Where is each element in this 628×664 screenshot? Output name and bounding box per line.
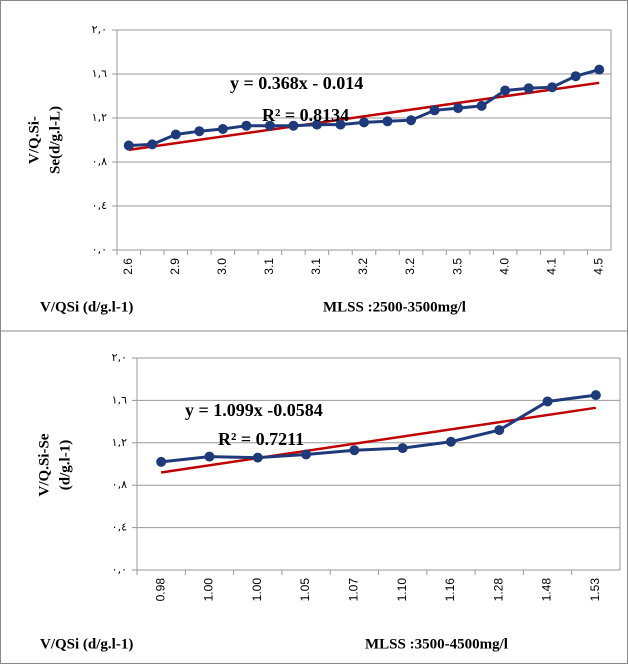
x-tick-label: 1.10: [395, 578, 409, 602]
data-point: [453, 103, 464, 114]
x-tick-label: 1.53: [588, 578, 602, 602]
y-tick-label: ١,٦: [112, 393, 127, 406]
data-point: [523, 83, 534, 94]
equation: y = 0.368x - 0.014: [230, 73, 363, 93]
data-point: [170, 129, 181, 140]
y-tick-label: ٢,٠: [112, 351, 127, 364]
r-squared: R² = 0.8134: [262, 105, 349, 125]
data-point: [359, 117, 369, 128]
data-point: [156, 456, 167, 467]
x-tick-label: 4.0: [497, 258, 511, 275]
y-tick-label: ٠,٨: [92, 155, 107, 168]
data-point: [542, 396, 553, 407]
data-point: [570, 71, 581, 82]
data-point: [397, 443, 408, 454]
data-point: [500, 85, 511, 96]
x-axis-label: V/QSi (d/g.l-1): [40, 299, 133, 315]
x-tick-label: 2.9: [168, 258, 182, 275]
x-tick-label: 4.5: [591, 258, 605, 275]
y-tick-label: ٠,٨: [112, 478, 127, 491]
data-point: [590, 390, 601, 401]
y-axis-label: Se(d/g.l-L): [47, 106, 63, 174]
x-tick-label: 4.1: [544, 258, 558, 275]
data-point: [264, 120, 275, 131]
x-tick-label: 3.1: [262, 258, 276, 275]
data-point: [445, 436, 456, 447]
y-tick-label: ١,٢: [112, 436, 127, 449]
x-tick-label: 1.48: [540, 578, 554, 602]
data-point: [311, 119, 322, 130]
trendline: [128, 81, 600, 152]
x-tick-label: 2.6: [121, 258, 135, 275]
data-point: [147, 139, 158, 150]
y-tick-label: ٠,٠: [112, 563, 127, 576]
y-tick-label: ٠,٤: [112, 521, 127, 534]
data-point: [349, 445, 360, 456]
x-tick-label: 3.0: [215, 258, 229, 275]
data-point: [252, 452, 263, 463]
y-tick-label: ٠,٤: [92, 199, 107, 212]
x-tick-label: 3.5: [450, 258, 464, 275]
y-tick-label: ٠,٠: [92, 243, 107, 256]
data-point: [288, 120, 299, 131]
x-tick-label: 1.00: [250, 578, 264, 602]
data-point: [429, 105, 440, 116]
y-axis-label: V/Q.Si-: [26, 116, 42, 164]
y-tick-label: ١,٢: [92, 111, 107, 124]
annotation: MLSS :3500-4500mg/l: [365, 636, 508, 652]
data-point: [217, 124, 228, 134]
x-tick-label: 3.2: [403, 258, 417, 275]
y-axis-label: V/Q.Si-Se: [36, 433, 52, 496]
y-axis-label: (d/g.l-1): [57, 440, 73, 490]
data-point: [594, 64, 605, 75]
trendline: [160, 406, 597, 474]
data-point: [547, 82, 558, 93]
x-tick-label: 0.98: [153, 578, 167, 602]
x-tick-label: 1.00: [202, 578, 216, 602]
data-point: [123, 140, 134, 151]
x-tick-label: 1.05: [298, 578, 312, 602]
x-tick-label: 3.1: [309, 258, 323, 275]
x-axis-label: V/QSi (d/g.l-1): [40, 636, 133, 652]
plot-area: [136, 357, 621, 571]
equation: y = 1.099x -0.0584: [185, 400, 323, 420]
data-point: [494, 425, 505, 436]
x-tick-label: 1.07: [347, 578, 361, 602]
x-tick-label: 3.2: [356, 258, 370, 275]
data-point: [241, 120, 252, 131]
x-tick-label: 1.16: [443, 578, 457, 602]
data-point: [204, 451, 215, 462]
data-point: [335, 119, 346, 130]
data-point: [382, 116, 393, 127]
data-point: [406, 115, 417, 126]
x-tick-label: 1.28: [491, 578, 505, 602]
r-squared: R² = 0.7211: [218, 429, 304, 449]
annotation: MLSS :2500-3500mg/l: [323, 299, 466, 315]
data-point: [194, 126, 205, 137]
series-line: [160, 393, 597, 464]
y-tick-label: ١,٦: [92, 67, 107, 80]
data-point: [476, 100, 487, 111]
data-point: [301, 449, 312, 460]
y-tick-label: ٢,٠: [92, 23, 107, 36]
